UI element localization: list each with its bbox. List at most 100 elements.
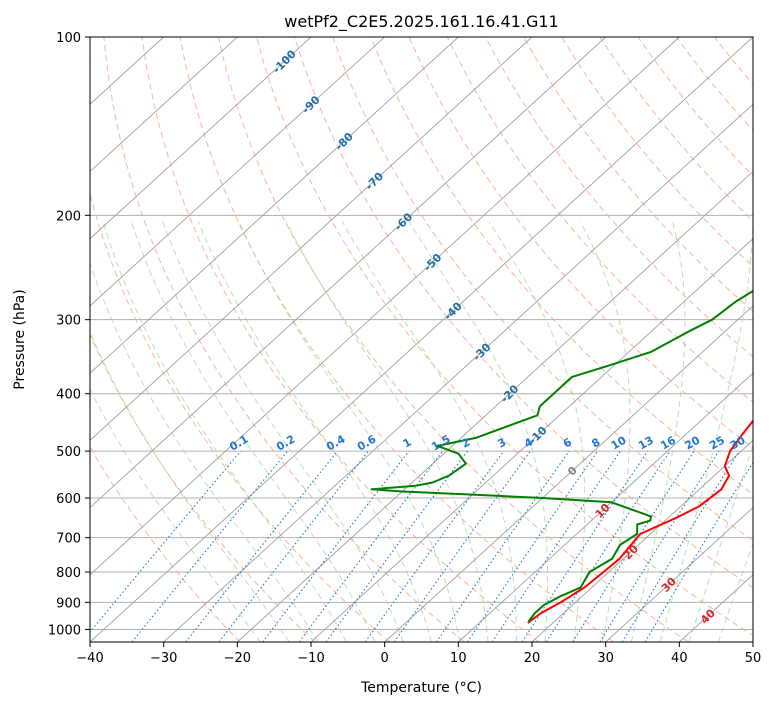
x-tick-label: 40 — [671, 651, 688, 666]
x-tick-label: 20 — [524, 651, 541, 666]
isotherm — [531, 439, 753, 642]
mixing-ratio-label: 25 — [707, 434, 727, 453]
mixing-ratio-line — [545, 450, 671, 642]
dry-adiabat — [408, 37, 753, 449]
dry-adiabat — [332, 37, 753, 542]
isotherm — [310, 238, 753, 642]
mixing-ratio-label: 13 — [636, 434, 656, 453]
isotherm — [90, 37, 385, 307]
mixing-ratio-line — [621, 450, 740, 642]
mixing-ratio-line — [364, 450, 505, 642]
isotherm — [90, 37, 753, 642]
y-axis: 100 200 300 400 500 600 700 800 900 1000 — [48, 31, 90, 638]
mixing-ratio-label: 1 — [401, 436, 414, 451]
mixing-ratio-label: 0.6 — [355, 432, 379, 453]
isotherm — [90, 37, 312, 240]
y-tick-label: 300 — [56, 314, 81, 329]
y-tick-label: 200 — [56, 209, 81, 224]
mixing-ratio-line — [393, 450, 531, 642]
x-tick-label: −10 — [297, 651, 324, 666]
x-tick-label: 50 — [745, 651, 762, 666]
y-tick-label: 800 — [56, 566, 81, 581]
x-tick-label: 10 — [450, 651, 467, 666]
dry-adiabat — [523, 37, 753, 313]
isotherm — [163, 103, 753, 642]
x-tick-label: −40 — [76, 651, 103, 666]
dry-adiabat — [446, 37, 753, 403]
y-axis-label: Pressure (hPa) — [12, 289, 28, 389]
x-axis-label: Temperature (°C) — [360, 680, 482, 696]
moist-adiabat — [90, 330, 290, 642]
moist-adiabat — [717, 542, 753, 642]
chart-title: wetPf2_C2E5.2025.161.16.41.G11 — [284, 12, 558, 32]
y-tick-label: 600 — [56, 492, 81, 507]
mixing-ratio-line — [467, 450, 599, 642]
isotherm — [90, 37, 459, 374]
dry-adiabat — [637, 37, 753, 177]
y-tick-label: 400 — [56, 388, 81, 403]
moist-adiabat — [579, 221, 631, 642]
x-tick-label: 0 — [381, 651, 389, 666]
dry-adiabat — [256, 37, 753, 637]
mixing-ratio-line — [298, 450, 444, 642]
x-axis: −40 −30 −20 −10 0 10 20 30 40 50 — [76, 642, 761, 666]
mixing-ratio-line — [185, 450, 339, 642]
mixing-ratio-line — [435, 450, 570, 642]
isotherm — [458, 372, 753, 642]
dry-adiabat — [294, 37, 753, 589]
y-tick-label: 1000 — [48, 623, 81, 638]
dewpoint-line — [370, 289, 753, 623]
dry-adiabat — [179, 37, 614, 642]
mixing-ratio-label: 0.4 — [324, 432, 348, 453]
dry-adiabat — [90, 445, 241, 642]
dry-adiabat — [90, 192, 390, 642]
moist-adiabat — [408, 221, 548, 642]
isotherm — [90, 37, 606, 509]
y-tick-label: 700 — [56, 532, 81, 547]
isotherm — [90, 37, 680, 576]
isotherm — [752, 641, 753, 642]
mixing-ratio-line — [218, 450, 369, 642]
plot-frame — [89, 36, 754, 643]
moist-adiabat — [630, 221, 686, 642]
dry-adiabat — [90, 333, 316, 642]
dry-adiabat — [675, 37, 753, 131]
mixing-ratio-label: 0.1 — [227, 433, 250, 454]
mixing-ratio-label: 8 — [589, 436, 602, 451]
isotherm — [90, 37, 533, 441]
moist-adiabat — [197, 221, 432, 642]
mixing-ratio-label: 10 — [609, 433, 629, 452]
dry-adiabat — [141, 37, 540, 642]
dry-adiabat — [484, 37, 753, 358]
moist-adiabat — [341, 221, 517, 642]
isotherm — [384, 305, 753, 642]
moist-adiabat — [90, 262, 319, 642]
temperature-line — [527, 419, 753, 624]
moist-adiabat — [659, 221, 753, 642]
dry-adiabat — [217, 37, 689, 642]
moist-adiabat — [162, 221, 404, 642]
isotherm — [237, 170, 753, 642]
mixing-ratio-line — [262, 450, 410, 642]
mixing-ratio-label: 6 — [561, 435, 574, 450]
moist-adiabat — [285, 221, 489, 642]
background-lines — [90, 37, 753, 642]
isotherm — [605, 506, 753, 642]
mixing-ratio-line — [491, 450, 621, 642]
dry-adiabat — [561, 37, 753, 267]
moist-adiabat — [102, 221, 347, 642]
mixing-ratio-line — [572, 450, 695, 642]
dry-adiabat — [714, 37, 753, 85]
mixing-ratio-line — [521, 450, 649, 642]
mixing-ratio-label: 0.2 — [274, 433, 297, 454]
y-tick-label: 100 — [56, 31, 81, 46]
mixing-ratio-label: 2 — [459, 436, 472, 451]
mixing-ratio-line — [325, 450, 468, 642]
x-tick-label: −30 — [150, 651, 177, 666]
mixing-ratio-line — [131, 450, 289, 642]
x-tick-label: −20 — [224, 651, 251, 666]
mixing-ratio-label: 20 — [683, 433, 703, 452]
moist-adiabat — [688, 443, 753, 642]
dry-adiabat — [370, 37, 753, 495]
